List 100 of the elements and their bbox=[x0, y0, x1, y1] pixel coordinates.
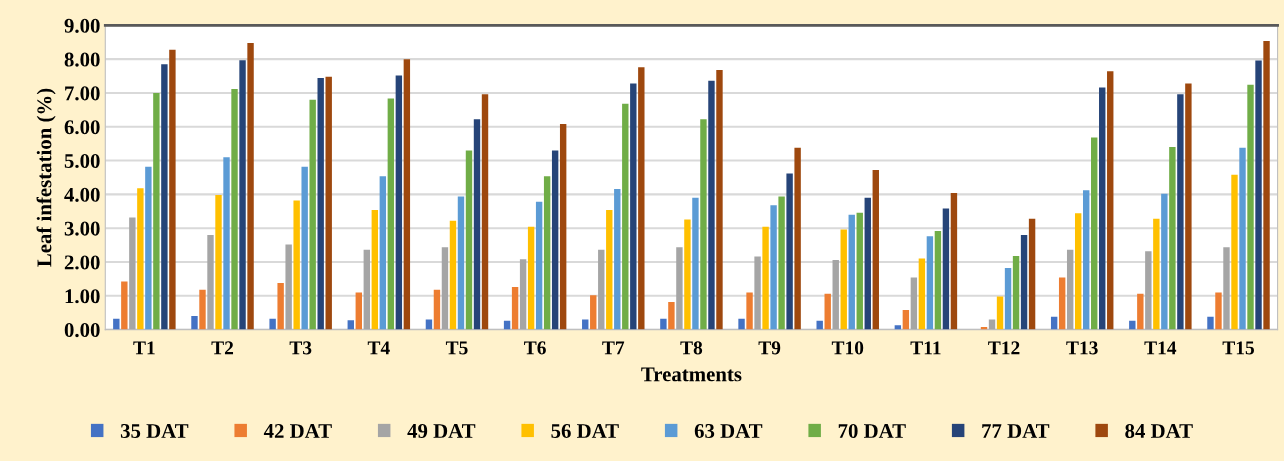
bar bbox=[309, 99, 316, 330]
bar bbox=[1083, 190, 1090, 330]
x-tick-label: T5 bbox=[445, 341, 468, 355]
bar bbox=[481, 94, 489, 330]
bar bbox=[519, 259, 527, 330]
bar bbox=[269, 318, 276, 330]
bar bbox=[1239, 147, 1246, 330]
bar bbox=[676, 247, 683, 330]
bar bbox=[1074, 213, 1082, 330]
x-axis-title: Treatments bbox=[641, 367, 742, 382]
bar bbox=[1137, 293, 1144, 330]
bar bbox=[738, 318, 745, 330]
bar bbox=[301, 166, 308, 330]
bar bbox=[1161, 193, 1168, 330]
bar bbox=[1091, 137, 1098, 330]
bar bbox=[543, 176, 551, 330]
bar bbox=[457, 196, 465, 330]
bar bbox=[511, 287, 519, 330]
bar bbox=[1020, 234, 1028, 330]
bar bbox=[840, 229, 847, 330]
bar bbox=[832, 259, 839, 330]
bar bbox=[1107, 71, 1114, 330]
y-tick-label: 7.00 bbox=[65, 86, 100, 101]
bar bbox=[622, 103, 629, 330]
y-tick-label: 8.00 bbox=[64, 52, 100, 67]
bar bbox=[1255, 60, 1262, 330]
x-tick-label: T3 bbox=[289, 341, 312, 355]
bar bbox=[638, 67, 645, 330]
bar bbox=[778, 196, 785, 330]
bar bbox=[668, 301, 675, 330]
bar bbox=[551, 150, 559, 330]
y-tick-label: 9.00 bbox=[64, 18, 100, 33]
bar bbox=[902, 310, 910, 330]
bar bbox=[786, 173, 793, 330]
bar bbox=[864, 197, 871, 330]
bar bbox=[1169, 147, 1176, 330]
bar bbox=[700, 119, 707, 330]
bar bbox=[1145, 251, 1152, 330]
bar bbox=[231, 88, 238, 330]
bar bbox=[926, 236, 934, 330]
bar bbox=[169, 49, 176, 330]
bar bbox=[223, 157, 230, 330]
bar bbox=[762, 226, 769, 330]
bar bbox=[371, 209, 379, 330]
bar bbox=[1028, 218, 1036, 330]
y-tick-label: 6.00 bbox=[64, 120, 100, 135]
bar bbox=[465, 150, 473, 330]
bar bbox=[247, 42, 254, 330]
y-tick-label: 1.00 bbox=[65, 289, 100, 304]
y-tick-label: 2.00 bbox=[64, 255, 100, 270]
bar bbox=[1185, 83, 1192, 330]
x-tick-label: T10 bbox=[831, 341, 864, 355]
bar bbox=[387, 98, 395, 330]
legend-label: 42 DAT bbox=[263, 424, 332, 438]
legend-label: 35 DAT bbox=[120, 424, 189, 439]
bar bbox=[1223, 247, 1230, 330]
bar bbox=[559, 124, 567, 330]
bar bbox=[660, 318, 667, 330]
bar bbox=[191, 316, 198, 330]
bar bbox=[590, 295, 597, 330]
bar bbox=[950, 193, 958, 330]
y-tick-label: 0.00 bbox=[64, 322, 100, 338]
bar bbox=[794, 147, 801, 330]
bar bbox=[1129, 320, 1136, 330]
bar bbox=[379, 176, 387, 330]
bar bbox=[199, 289, 206, 330]
bar bbox=[1066, 249, 1074, 330]
bar bbox=[754, 256, 761, 330]
bar bbox=[285, 244, 292, 330]
bar bbox=[1058, 277, 1066, 330]
legend-label: 56 DAT bbox=[551, 424, 619, 439]
bar bbox=[473, 119, 481, 330]
bar bbox=[1153, 218, 1160, 330]
bar bbox=[129, 217, 136, 330]
x-tick-label: T15 bbox=[1222, 341, 1254, 355]
x-tick-label: T11 bbox=[910, 341, 941, 355]
bar bbox=[716, 69, 723, 330]
bar bbox=[153, 92, 160, 330]
bar bbox=[746, 292, 753, 330]
bar bbox=[598, 249, 605, 330]
bar bbox=[872, 170, 879, 330]
bar bbox=[614, 188, 621, 330]
bar bbox=[988, 319, 996, 330]
bar bbox=[582, 319, 589, 330]
bar bbox=[355, 292, 362, 330]
bar bbox=[433, 289, 441, 330]
x-tick-label: T13 bbox=[1066, 341, 1098, 355]
legend-label: 70 DAT bbox=[838, 423, 906, 439]
bar bbox=[441, 247, 449, 330]
bar bbox=[215, 195, 222, 330]
bar bbox=[403, 59, 411, 330]
x-tick-label: T4 bbox=[367, 341, 390, 355]
bar bbox=[363, 249, 371, 330]
bar bbox=[449, 220, 457, 330]
bar bbox=[325, 76, 332, 330]
bar bbox=[684, 219, 691, 330]
bar bbox=[161, 64, 168, 330]
bar bbox=[708, 80, 715, 330]
bar bbox=[1177, 94, 1184, 330]
bar bbox=[145, 166, 152, 330]
